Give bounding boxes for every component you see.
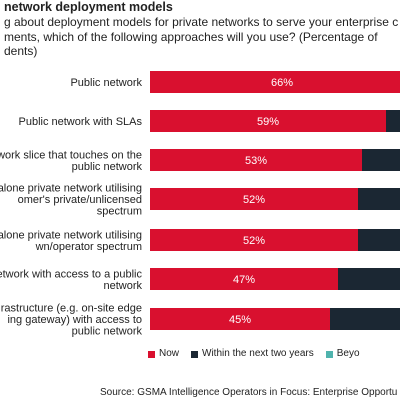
bar-segment: [150, 229, 358, 251]
bar-segment: [150, 149, 362, 171]
legend-item: Beyo: [325, 347, 360, 361]
category-label: Public network with SLAs: [19, 116, 143, 128]
bar-segment: [150, 308, 330, 330]
legend-swatch: [148, 350, 155, 358]
data-label: 47%: [233, 274, 255, 286]
bar-segment: [338, 268, 400, 290]
bar-segment: [150, 110, 386, 132]
bar-segment: [150, 188, 358, 210]
bar-segment: [362, 149, 400, 171]
category-label: work slice that touches on the public net…: [0, 149, 142, 173]
legend-label: Now: [159, 348, 180, 359]
category-label: Public network: [70, 77, 142, 89]
bar-segment: [150, 268, 338, 290]
data-label: 52%: [243, 194, 265, 206]
data-label: 53%: [245, 155, 267, 167]
bar-segment: [330, 308, 400, 330]
category-label: rastructure (e.g. on-site edge ing gatewa…: [1, 303, 143, 338]
source-note: Source: GSMA Intelligence Operators in F…: [100, 387, 398, 398]
category-label: alone private network utilising omer's pr…: [0, 183, 142, 218]
data-label: 59%: [257, 116, 279, 128]
category-label: etwork with access to a public network: [0, 268, 142, 292]
bar-segment: [386, 110, 400, 132]
chart-subtitle: g about deployment models for private ne…: [4, 15, 399, 58]
legend-label: Within the next two years: [202, 348, 314, 359]
data-label: 45%: [229, 314, 251, 326]
legend-swatch: [191, 350, 199, 358]
bar-segment: [358, 188, 400, 210]
bar-segment: [150, 71, 400, 93]
legend-item: Now: [148, 347, 179, 361]
category-label: alone private network utilising wn/operat…: [0, 229, 142, 253]
chart-legend: Now Within the next two years Beyo: [148, 347, 400, 361]
data-label: 66%: [271, 77, 293, 89]
legend-swatch: [325, 350, 333, 358]
legend-label: Beyo: [336, 348, 360, 359]
bar-segment: [358, 229, 400, 251]
chart-title: network deployment models: [4, 0, 173, 14]
data-label: 52%: [243, 235, 265, 247]
legend-item: Within the next two years: [191, 347, 314, 361]
